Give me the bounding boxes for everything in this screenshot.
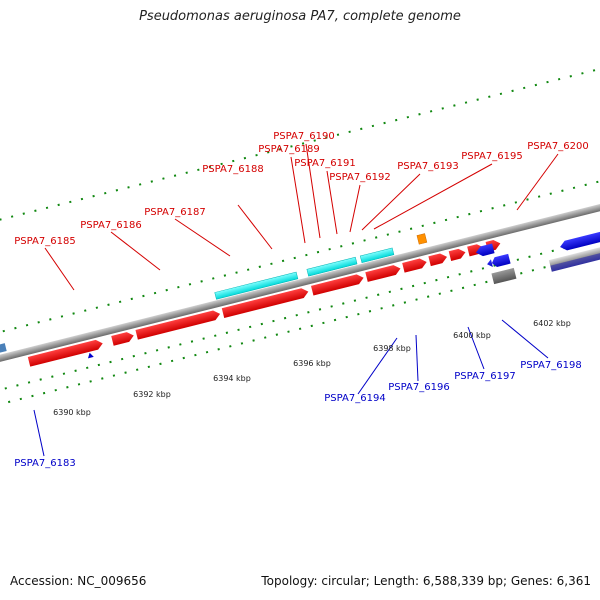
outer-dotted-line — [0, 213, 600, 418]
genome-tracks — [0, 39, 600, 418]
forward-gene[interactable] — [311, 273, 365, 296]
forward-gene[interactable] — [448, 247, 467, 261]
forward-gene-label[interactable]: PSPA7_6191 — [294, 158, 355, 169]
leader-line — [326, 170, 338, 235]
leader-line — [501, 319, 549, 359]
reverse-gene[interactable] — [486, 259, 493, 268]
axis-tick-label: 6400 kbp — [453, 331, 491, 340]
forward-gene-label[interactable]: PSPA7_6190 — [273, 131, 334, 142]
reverse-gene-label[interactable]: PSPA7_6196 — [388, 382, 449, 393]
orange-feature[interactable] — [416, 233, 428, 245]
forward-gene-track — [27, 240, 501, 367]
forward-gene-label[interactable]: PSPA7_6200 — [527, 141, 588, 152]
forward-inner-dotted-line — [0, 145, 600, 350]
forward-gene-label[interactable]: PSPA7_6193 — [397, 161, 458, 172]
forward-gene[interactable] — [111, 331, 135, 346]
axis-tick-label: 6402 kbp — [533, 319, 571, 328]
forward-gene[interactable] — [402, 257, 428, 273]
forward-gene[interactable] — [27, 338, 104, 367]
reverse-gene[interactable] — [87, 352, 94, 359]
reverse-gene-label[interactable]: PSPA7_6197 — [454, 371, 515, 382]
steel-blue-feature[interactable] — [0, 343, 7, 355]
leader-line — [237, 204, 273, 250]
forward-gene-label[interactable]: PSPA7_6187 — [144, 207, 205, 218]
label-leader-lines — [33, 143, 559, 457]
forward-gene-label[interactable]: PSPA7_6195 — [461, 151, 522, 162]
leader-line — [110, 231, 161, 271]
forward-gene[interactable] — [135, 309, 221, 340]
axis-tick-label: 6394 kbp — [213, 374, 251, 383]
axis-tick-label: 6392 kbp — [133, 390, 171, 399]
forward-gene-label[interactable]: PSPA7_6192 — [329, 172, 390, 183]
leader-line — [305, 143, 321, 239]
leader-line — [174, 218, 231, 257]
leader-line — [467, 326, 485, 370]
leader-line — [357, 337, 398, 395]
leader-line — [349, 184, 361, 233]
leader-line — [516, 153, 559, 211]
forward-gene-label[interactable]: PSPA7_6188 — [202, 164, 263, 175]
axis-tick-label: 6390 kbp — [53, 408, 91, 417]
axis-tick-labels: 6390 kbp 6392 kbp 6394 kbp 6396 kbp 6398 kbp… — [53, 319, 571, 417]
topology-summary: Topology: circular; Length: 6,588,339 bp… — [261, 574, 591, 588]
forward-gene[interactable] — [365, 264, 401, 282]
forward-gene[interactable] — [221, 287, 310, 318]
forward-feature[interactable] — [214, 271, 299, 300]
forward-gene-label[interactable]: PSPA7_6185 — [14, 236, 75, 247]
leader-line — [373, 163, 493, 230]
forward-feature[interactable] — [359, 247, 395, 264]
axis-tick-label: 6398 kbp — [373, 344, 411, 353]
forward-gene[interactable] — [428, 252, 448, 267]
reverse-gene-label[interactable]: PSPA7_6198 — [520, 360, 581, 371]
forward-feature[interactable] — [306, 256, 358, 277]
accession-text: Accession: NC_009656 — [10, 574, 147, 588]
leader-line — [361, 173, 421, 231]
genome-backbone — [0, 163, 600, 377]
forward-gene-label[interactable]: PSPA7_6189 — [258, 144, 319, 155]
leader-line — [44, 247, 75, 291]
reverse-gene[interactable] — [559, 229, 600, 251]
forward-gene-label[interactable]: PSPA7_6186 — [80, 220, 141, 231]
reverse-gene-track — [87, 229, 600, 359]
reverse-feature-striped[interactable] — [548, 246, 600, 272]
reverse-feature-gray[interactable] — [491, 267, 517, 285]
reverse-gene-label[interactable]: PSPA7_6194 — [324, 393, 385, 404]
reverse-gene-label[interactable]: PSPA7_6183 — [14, 458, 75, 469]
leader-line — [290, 156, 306, 244]
leader-line — [415, 334, 419, 382]
leader-line — [33, 409, 45, 457]
reverse-gene[interactable] — [475, 243, 495, 257]
reverse-gene[interactable] — [491, 253, 511, 268]
forward-feature-track — [214, 247, 395, 300]
genome-title: Pseudomonas aeruginosa PA7, complete gen… — [139, 9, 461, 24]
axis-tick-label: 6396 kbp — [293, 359, 331, 368]
